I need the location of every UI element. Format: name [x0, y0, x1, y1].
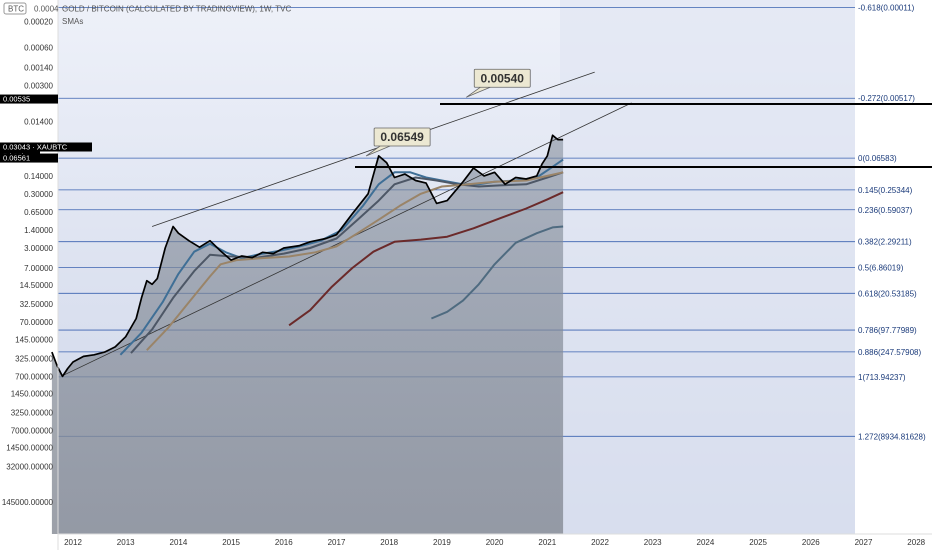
x-tick-1: 2013 [117, 538, 135, 547]
x-tick-9: 2021 [538, 538, 556, 547]
price-tag-bg-3 [0, 153, 58, 163]
y-tick-4: 0.01400 [24, 118, 53, 127]
price-tag-bg-1 [0, 142, 92, 152]
x-tick-5: 2017 [328, 538, 346, 547]
symbol-badge[interactable] [3, 2, 27, 15]
series-layer [51, 134, 564, 378]
x-tick-4: 2016 [275, 538, 293, 547]
x-tick-8: 2020 [486, 538, 504, 547]
y-tick-13: 70.00000 [20, 318, 54, 327]
y-tick-10: 7.00000 [24, 264, 53, 273]
y-tick-19: 7000.00000 [11, 427, 54, 436]
x-tick-15: 2027 [855, 538, 873, 547]
x-tick-6: 2018 [380, 538, 398, 547]
fib-level-label-0: -0.618(0.00011) [858, 4, 915, 13]
series-sma-long [288, 191, 564, 327]
y-tick-21: 32000.00000 [6, 462, 53, 471]
y-tick-9: 3.00000 [24, 244, 53, 253]
fib-level-label-2: 0(0.06583) [858, 154, 897, 163]
x-tick-13: 2025 [749, 538, 767, 547]
x-tick-10: 2022 [591, 538, 609, 547]
x-tick-14: 2026 [802, 538, 820, 547]
future-band [560, 0, 855, 534]
y-tick-15: 325.00000 [15, 354, 53, 363]
x-tick-0: 2012 [64, 538, 82, 547]
annotation-label-1: 0.06549 [380, 130, 424, 144]
fib-level-label-9: 0.886(247.57908) [858, 348, 922, 357]
fib-level-label-6: 0.5(6.86019) [858, 263, 904, 272]
price-tag-bg-0 [0, 94, 58, 104]
y-tick-16: 700.00000 [15, 372, 53, 381]
y-tick-6: 0.30000 [24, 190, 53, 199]
x-tick-2: 2014 [170, 538, 188, 547]
fib-level-label-3: 0.145(0.25344) [858, 186, 913, 195]
fib-level-label-4: 0.236(0.59037) [858, 206, 913, 215]
annotation-pointer-1 [365, 145, 391, 157]
y-tick-17: 1450.00000 [11, 390, 54, 399]
symbol-badge-label: BTC [8, 5, 24, 14]
y-tick-2: 0.00140 [24, 63, 53, 72]
price-tag-label-0: 0.00535 [3, 95, 30, 104]
indicator-label: SMAs [62, 17, 83, 26]
x-tick-11: 2023 [644, 538, 662, 547]
annotation-box-1[interactable] [373, 127, 431, 147]
fib-level-label-7: 0.618(20.53185) [858, 289, 917, 298]
annotation-label-0: 0.00540 [481, 71, 525, 85]
annotation-layer[interactable]: 0.00540 0.06549 [365, 68, 531, 157]
fib-level-label-11: 1.272(8934.81628) [858, 432, 926, 441]
x-axis-ticks: 2012 2013 2014 2015 2016 2017 2018 2019 2020 2021… [64, 538, 926, 547]
y-tick-3: 0.00300 [24, 81, 53, 90]
first-tick: 0.0004 [34, 5, 59, 14]
fib-level-label-1: -0.272(0.00517) [858, 94, 915, 103]
y-tick-5: 0.14000 [24, 172, 53, 181]
series-sma-longest [431, 225, 564, 320]
chart-title: GOLD / BITCOIN (CALCULATED BY TRADINGVIE… [62, 5, 291, 14]
y-tick-0: 0.00020 [24, 18, 53, 27]
series-sma-mid [130, 171, 564, 354]
y-axis-ticks: 0.00020 0.00060 0.00140 0.00300 0.01400 0.140… [2, 18, 54, 507]
annotation-pointer-0 [466, 86, 491, 98]
series-sma-tan [146, 171, 564, 351]
y-tick-11: 14.50000 [20, 281, 54, 290]
series-price [51, 134, 564, 378]
y-tick-1: 0.00060 [24, 44, 53, 53]
x-tick-12: 2024 [697, 538, 715, 547]
x-tick-16: 2028 [907, 538, 925, 547]
trendline-0[interactable] [151, 71, 595, 227]
price-tag-label-1: 0.03043 · XAUBTC [3, 143, 68, 152]
y-tick-14: 145.00000 [15, 335, 53, 344]
fib-level-label-8: 0.786(97.77989) [858, 326, 917, 335]
y-tick-12: 32.50000 [20, 300, 54, 309]
fib-level-label-10: 1(713.94237) [858, 373, 906, 382]
y-tick-18: 3250.00000 [11, 409, 54, 418]
fib-level-label-5: 0.382(2.29211) [858, 238, 912, 247]
y-tick-8: 1.40000 [24, 226, 53, 235]
annotation-box-0[interactable] [473, 68, 531, 88]
y-tick-20: 14500.00000 [6, 444, 53, 453]
price-tag-label-3: 0.06561 [3, 154, 30, 163]
x-tick-7: 2019 [433, 538, 451, 547]
y-tick-7: 0.65000 [24, 208, 53, 217]
x-tick-3: 2015 [222, 538, 240, 547]
y-tick-22: 145000.00000 [2, 498, 54, 507]
